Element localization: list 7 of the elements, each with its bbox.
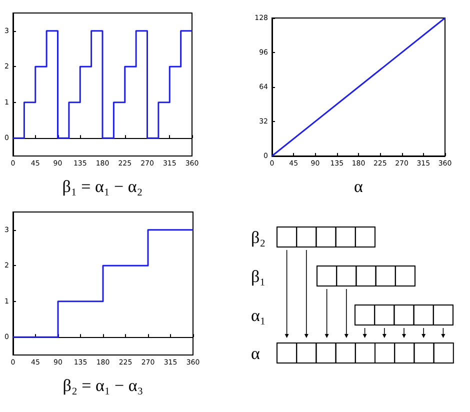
text: α₁ [251,306,266,325]
text: β₂ [251,228,266,247]
x-axis-title: β₁ = α₁ − α₂ [62,177,143,196]
text: α [251,344,260,363]
x-axis-title: α [354,177,364,196]
x-axis-title: β₂ = α₁ − α₃ [62,376,144,395]
text: β₁ [251,267,266,286]
